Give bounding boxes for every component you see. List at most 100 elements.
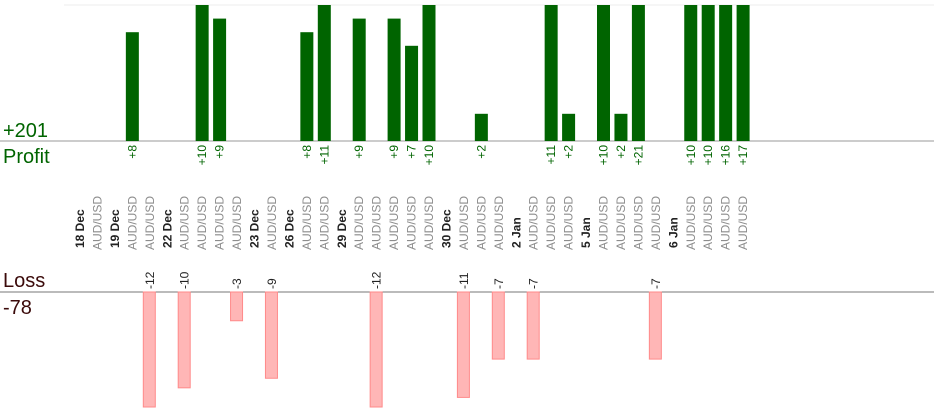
loss-bar	[177, 291, 191, 389]
loss-value-label: -7	[527, 278, 541, 289]
profit-value-label: +10	[597, 145, 611, 166]
profit-total: +201	[3, 120, 48, 142]
profit-value-label: +10	[422, 145, 436, 166]
profit-bar	[562, 113, 576, 141]
instrument-label: AUD/USD	[317, 196, 331, 250]
instrument-label: AUD/USD	[614, 196, 628, 250]
profit-bar	[387, 18, 401, 142]
instrument-label: AUD/USD	[422, 196, 436, 250]
profit-value-label: +9	[352, 145, 366, 159]
profit-bar	[300, 32, 314, 142]
instrument-label: AUD/USD	[527, 196, 541, 250]
instrument-label: AUD/USD	[562, 196, 576, 250]
instrument-label: AUD/USD	[265, 196, 279, 250]
loss-value-label: -12	[370, 271, 384, 289]
profit-value-label: +8	[300, 145, 314, 159]
profit-value-label: +11	[317, 145, 331, 165]
profit-bar	[125, 32, 139, 142]
date-label: 18 Dec	[73, 209, 87, 248]
date-label: 30 Dec	[439, 209, 453, 248]
instrument-label: AUD/USD	[457, 196, 471, 250]
date-label: 19 Dec	[108, 209, 122, 248]
profit-value-label: +10	[684, 145, 698, 166]
profit-value-label: +21	[631, 145, 645, 166]
instrument-label: AUD/USD	[370, 196, 384, 250]
profit-bar	[352, 18, 366, 142]
date-label: 6 Jan	[666, 217, 680, 248]
profit-bar	[597, 5, 610, 141]
instrument-label: AUD/USD	[125, 196, 139, 250]
instrument-label: AUD/USD	[213, 196, 227, 250]
profit-bar	[701, 5, 715, 141]
profit-bar	[195, 5, 209, 141]
instrument-label: AUD/USD	[597, 196, 611, 250]
date-label: 22 Dec	[160, 209, 174, 248]
profit-bar	[614, 113, 628, 141]
profit-value-label: +2	[562, 145, 576, 159]
instrument-label: AUD/USD	[544, 196, 558, 250]
loss-value-label: -12	[143, 271, 157, 289]
profit-value-label: +10	[701, 145, 715, 166]
instrument-label: AUD/USD	[631, 196, 645, 250]
date-label: 2 Jan	[509, 217, 523, 248]
instrument-label: AUD/USD	[405, 196, 419, 250]
profit-value-label: +9	[213, 145, 227, 159]
loss-value-label: -7	[649, 278, 663, 289]
instrument-label: AUD/USD	[230, 196, 244, 250]
loss-label: Loss	[3, 270, 45, 292]
loss-bar	[491, 291, 505, 360]
profit-bar	[422, 5, 436, 141]
instrument-label: AUD/USD	[474, 196, 488, 250]
profit-bar	[405, 45, 419, 141]
bars	[125, 5, 750, 408]
date-label: 5 Jan	[579, 217, 593, 248]
profit-value-label: +2	[614, 145, 628, 159]
profit-bar	[684, 5, 698, 141]
profit-value-label: +9	[387, 145, 401, 159]
profit-bar	[736, 5, 750, 141]
date-label: 26 Dec	[282, 209, 296, 248]
loss-bar	[369, 291, 383, 408]
profit-label: Profit	[3, 146, 50, 168]
profit-bar	[631, 5, 645, 141]
profit-value-label: +7	[405, 145, 419, 159]
loss-bar	[456, 291, 470, 398]
profit-bar	[474, 113, 488, 141]
loss-bar	[142, 291, 156, 408]
loss-bar	[526, 291, 540, 360]
profit-value-label: +8	[125, 145, 139, 159]
profit-bar	[544, 5, 558, 141]
profit-value-label: +2	[474, 145, 488, 159]
instrument-label: AUD/USD	[352, 196, 366, 250]
labels: 18 Dec AUD/USD 19 Dec AUD/USD+8AUD/USD-1222…	[73, 145, 750, 289]
instrument-label: AUD/USD	[300, 196, 314, 250]
instrument-label: AUD/USD	[701, 196, 715, 250]
instrument-label: AUD/USD	[178, 196, 192, 250]
loss-value-label: -3	[230, 278, 244, 289]
loss-bar	[264, 291, 278, 379]
instrument-label: AUD/USD	[736, 196, 750, 250]
instrument-label: AUD/USD	[649, 196, 663, 250]
profit-bar	[213, 18, 227, 142]
profit-value-label: +10	[195, 145, 209, 166]
loss-value-label: -9	[265, 278, 279, 289]
instrument-label: AUD/USD	[684, 196, 698, 250]
loss-bar	[648, 291, 662, 360]
profit-bar	[317, 5, 331, 141]
instrument-label: AUD/USD	[90, 196, 104, 250]
loss-total: -78	[3, 297, 32, 319]
instrument-label: AUD/USD	[143, 196, 157, 250]
profit-value-label: +16	[719, 145, 733, 166]
profit-value-label: +17	[736, 145, 750, 166]
profit-value-label: +11	[544, 145, 558, 165]
loss-value-label: -10	[178, 271, 192, 289]
date-label: 23 Dec	[248, 209, 262, 248]
loss-bar	[230, 291, 244, 322]
instrument-label: AUD/USD	[492, 196, 506, 250]
instrument-label: AUD/USD	[195, 196, 209, 250]
loss-value-label: -7	[492, 278, 506, 289]
instrument-label: AUD/USD	[719, 196, 733, 250]
profit-bar	[719, 5, 733, 141]
loss-value-label: -11	[457, 272, 471, 289]
